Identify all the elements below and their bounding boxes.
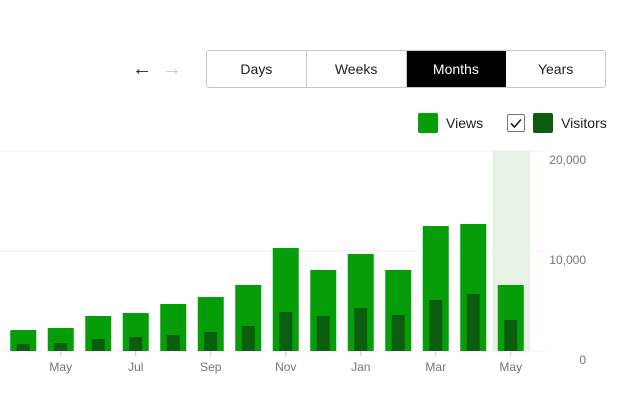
visitors-bar: [129, 337, 143, 351]
visitors-bar: [504, 320, 518, 351]
tab-months[interactable]: Months: [406, 51, 507, 87]
x-tick-label: Jul: [128, 360, 143, 374]
checkmark-icon: [510, 118, 522, 129]
visitors-bar: [166, 335, 180, 351]
visitors-bar: [466, 294, 480, 351]
tab-days[interactable]: Days: [207, 51, 307, 87]
x-tick-label: Sep: [200, 360, 222, 374]
tab-weeks[interactable]: Weeks: [306, 51, 407, 87]
visitors-bar: [54, 343, 68, 351]
x-tick-label: Mar: [425, 360, 446, 374]
views-swatch: [418, 113, 438, 133]
visitors-bar: [429, 300, 443, 351]
visitors-legend-label: Visitors: [561, 115, 607, 131]
visitors-bar: [91, 339, 105, 351]
visitors-bar: [204, 332, 218, 351]
period-navigation: ← →: [132, 58, 182, 80]
y-tick-label: 0: [579, 353, 586, 367]
x-tick-label: Nov: [275, 360, 296, 374]
x-tick-label: May: [499, 360, 522, 374]
visitors-bar: [391, 315, 405, 351]
visitors-bar: [316, 316, 330, 351]
y-tick-label: 10,000: [549, 253, 586, 267]
visitors-bar: [16, 344, 30, 351]
visitors-bar: [279, 312, 293, 351]
legend-views: Views: [418, 113, 483, 133]
tab-years[interactable]: Years: [506, 51, 605, 87]
y-tick-label: 20,000: [549, 153, 586, 167]
arrow-left-icon[interactable]: ←: [132, 58, 152, 80]
legend-visitors: Visitors: [533, 113, 607, 133]
visitors-swatch: [533, 113, 554, 133]
x-tick-label: Jan: [351, 360, 370, 374]
visitors-checkbox[interactable]: [507, 114, 526, 132]
chart-legend: Views Visitors: [418, 113, 607, 133]
arrow-right-icon: →: [162, 58, 182, 80]
x-tick-label: May: [49, 360, 72, 374]
period-selector: Days Weeks Months Years: [206, 50, 606, 88]
views-legend-label: Views: [446, 115, 484, 131]
visitors-bar: [241, 326, 255, 351]
visitors-bar: [354, 308, 368, 351]
